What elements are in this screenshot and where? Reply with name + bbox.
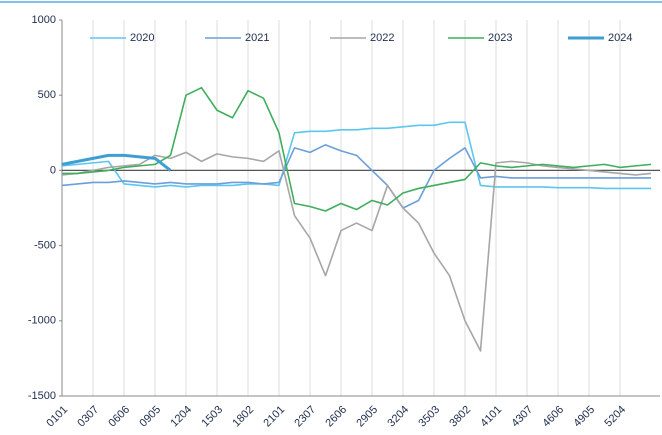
x-tick-label: 1204 (168, 404, 194, 430)
y-tick-label: -1000 (28, 315, 56, 327)
x-tick-label: 0606 (106, 404, 132, 430)
series-line (61, 121, 651, 190)
x-tick-label: 2101 (261, 404, 287, 430)
x-tick-label: 2905 (354, 404, 380, 430)
legend-item: 2024 (568, 32, 632, 44)
y-tick-label: 500 (38, 89, 56, 101)
legend-item: 2023 (448, 32, 512, 44)
x-tick-label: 4307 (509, 404, 535, 430)
x-tick-label: 0307 (75, 404, 101, 430)
y-tick-label: -500 (34, 240, 56, 252)
x-tick-label: 2307 (292, 404, 318, 430)
x-tick-label: 0905 (137, 404, 163, 430)
y-tick-label: 1000 (32, 14, 56, 26)
x-tick-label: 4905 (571, 404, 597, 430)
x-tick-label: 3204 (385, 404, 411, 430)
legend-item: 2022 (330, 32, 394, 44)
x-tick-label: 2606 (323, 404, 349, 430)
x-tick-label: 0101 (44, 404, 70, 430)
legend-label: 2020 (130, 32, 154, 44)
x-tick-label: 4101 (478, 404, 504, 430)
legend-label: 2024 (608, 32, 632, 44)
x-tick-label: 1802 (230, 404, 256, 430)
x-tick-label: 3503 (416, 404, 442, 430)
x-tick-label: 4606 (540, 404, 566, 430)
x-tick-label: 1503 (199, 404, 225, 430)
series-line (62, 86, 652, 212)
series-line (61, 144, 651, 209)
x-tick-label: 5204 (602, 404, 628, 430)
legend-item: 2021 (205, 32, 269, 44)
series-line (61, 153, 172, 172)
x-tick-label: 3802 (447, 404, 473, 430)
y-tick-label: 0 (50, 164, 56, 176)
legend-item: 2020 (90, 32, 154, 44)
legend-label: 2023 (488, 32, 512, 44)
series-line (61, 150, 652, 352)
legend-label: 2021 (245, 32, 269, 44)
y-tick-label: -1500 (28, 390, 56, 402)
legend-label: 2022 (370, 32, 394, 44)
